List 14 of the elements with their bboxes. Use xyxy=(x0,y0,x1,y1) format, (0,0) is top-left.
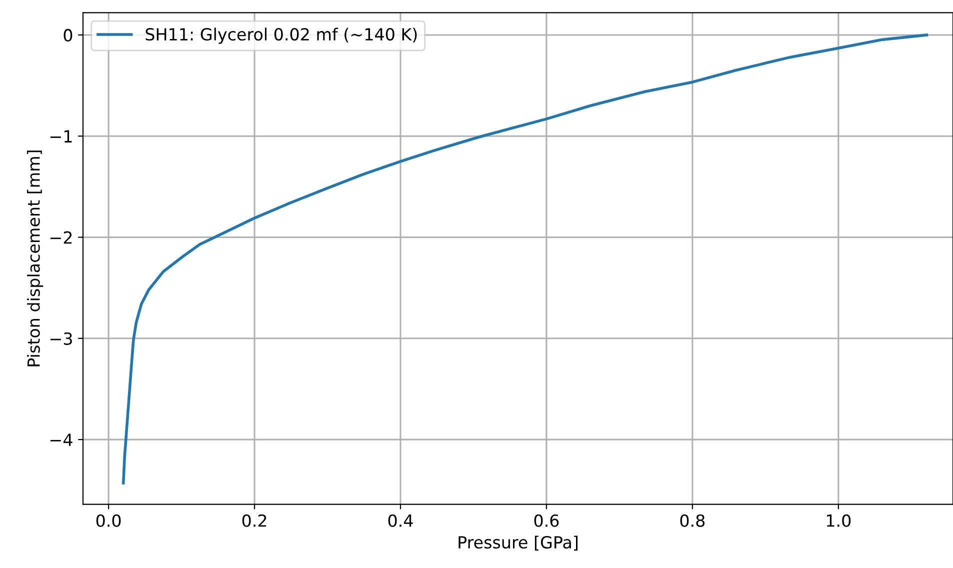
x-tick-label: 0.4 xyxy=(388,514,413,527)
x-tick-label: 0.8 xyxy=(680,514,705,527)
y-tick-label: −1 xyxy=(50,130,72,142)
legend-label: SH11: Glycerol 0.02 mf (~140 K) xyxy=(146,28,417,44)
y-tick-label: 0 xyxy=(64,28,72,42)
x-tick-label: 0.0 xyxy=(96,514,121,527)
y-tick-label: −2 xyxy=(50,231,72,244)
y-axis-title: Piston displacement [mm] xyxy=(27,150,44,366)
y-tick-label: −4 xyxy=(50,434,72,446)
x-tick-label: 0.2 xyxy=(242,514,266,527)
x-axis-title: Pressure [GPa] xyxy=(458,536,578,551)
y-tick-label: −3 xyxy=(50,332,72,345)
x-tick-label: 1.0 xyxy=(826,514,851,527)
x-tick-label: 0.6 xyxy=(534,514,559,527)
